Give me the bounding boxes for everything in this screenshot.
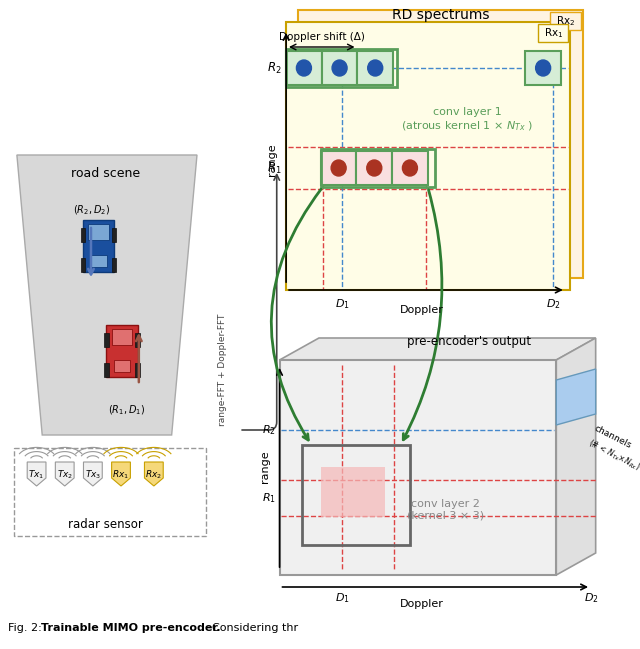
Bar (321, 149, 435, 187)
Text: $Tx_2$: $Tx_2$ (56, 469, 73, 482)
Text: $R_2$: $R_2$ (267, 60, 282, 75)
Bar (550, 12, 580, 30)
Text: range-FFT + Doppler-FFT: range-FFT + Doppler-FFT (218, 314, 227, 426)
Polygon shape (556, 338, 596, 575)
Bar (104, 363, 109, 377)
Text: $(R_1,D_1)$: $(R_1,D_1)$ (108, 403, 145, 417)
Text: $D_2$: $D_2$ (546, 297, 561, 311)
Bar (321, 467, 385, 517)
Text: conv layer 1
(atrous kernel 1 × $N_{Tx}$ ): conv layer 1 (atrous kernel 1 × $N_{Tx}$… (401, 107, 533, 133)
Text: $D_1$: $D_1$ (335, 297, 350, 311)
Polygon shape (55, 462, 74, 486)
Text: $Tx_3$: $Tx_3$ (84, 469, 101, 482)
Bar (322, 51, 357, 85)
Bar (286, 49, 397, 87)
Text: conv layer 2
(kernel 3 × 3): conv layer 2 (kernel 3 × 3) (407, 499, 484, 520)
Text: Doppler: Doppler (400, 599, 444, 609)
Bar (83, 220, 115, 272)
Text: Rx$_2$: Rx$_2$ (556, 14, 575, 28)
Text: pre-encoder's output: pre-encoder's output (407, 335, 531, 348)
Circle shape (367, 160, 382, 176)
Text: $D_2$: $D_2$ (584, 591, 598, 605)
Bar (135, 363, 140, 377)
Bar (356, 151, 392, 185)
Text: $Tx_1$: $Tx_1$ (28, 469, 45, 482)
Bar (525, 51, 561, 85)
Text: Doppler: Doppler (400, 305, 444, 315)
Text: Considering thr: Considering thr (212, 623, 298, 633)
Text: range: range (267, 143, 276, 177)
Bar (88, 224, 109, 240)
Bar (286, 51, 322, 85)
Bar (111, 258, 116, 272)
Circle shape (536, 60, 550, 76)
Text: road scene: road scene (72, 167, 141, 180)
Text: $Rx_2$: $Rx_2$ (145, 469, 163, 482)
Bar (111, 228, 116, 242)
Polygon shape (83, 462, 102, 486)
Text: $(R_2,D_2)$: $(R_2,D_2)$ (74, 203, 111, 217)
Bar (298, 10, 582, 278)
Bar (90, 255, 107, 267)
Text: RD spectrums: RD spectrums (392, 8, 490, 22)
Bar (111, 329, 132, 345)
Bar (81, 258, 85, 272)
Polygon shape (17, 155, 197, 435)
Text: $D_1$: $D_1$ (335, 591, 350, 605)
Text: $R_1$: $R_1$ (262, 491, 276, 505)
Text: Fig. 2:: Fig. 2: (8, 623, 41, 633)
Bar (286, 22, 570, 290)
Text: $R_2$: $R_2$ (262, 423, 276, 437)
Polygon shape (145, 462, 163, 486)
Text: Rx$_1$: Rx$_1$ (544, 26, 563, 40)
Circle shape (368, 60, 383, 76)
Bar (135, 333, 140, 347)
Polygon shape (280, 338, 596, 360)
Bar (14, 448, 206, 536)
Bar (106, 325, 138, 377)
Bar (113, 360, 131, 372)
Polygon shape (28, 462, 46, 486)
Text: channels: channels (593, 424, 633, 450)
Bar (538, 24, 568, 42)
Text: radar sensor: radar sensor (68, 519, 143, 532)
Circle shape (331, 160, 346, 176)
Bar (321, 151, 356, 185)
Bar (357, 51, 393, 85)
Bar (104, 333, 109, 347)
Text: range: range (260, 450, 270, 484)
Text: Trainable MIMO pre-encoder.: Trainable MIMO pre-encoder. (41, 623, 221, 633)
Bar (280, 360, 556, 575)
Text: Doppler shift (Δ): Doppler shift (Δ) (279, 32, 365, 42)
Text: $Rx_1$: $Rx_1$ (113, 469, 129, 482)
Text: $R_1$: $R_1$ (267, 160, 282, 175)
Polygon shape (111, 462, 131, 486)
Circle shape (403, 160, 417, 176)
Bar (81, 228, 85, 242)
Bar (392, 151, 428, 185)
Polygon shape (556, 369, 596, 425)
Circle shape (296, 60, 312, 76)
Circle shape (332, 60, 347, 76)
Text: (# < $N_{Tx}$$\times$$N_{Rx}$): (# < $N_{Tx}$$\times$$N_{Rx}$) (586, 437, 640, 473)
Bar (302, 445, 410, 545)
